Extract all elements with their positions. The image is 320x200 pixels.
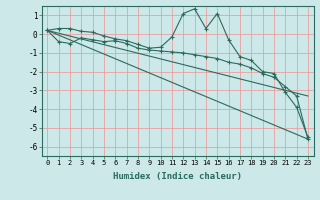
X-axis label: Humidex (Indice chaleur): Humidex (Indice chaleur) (113, 172, 242, 181)
